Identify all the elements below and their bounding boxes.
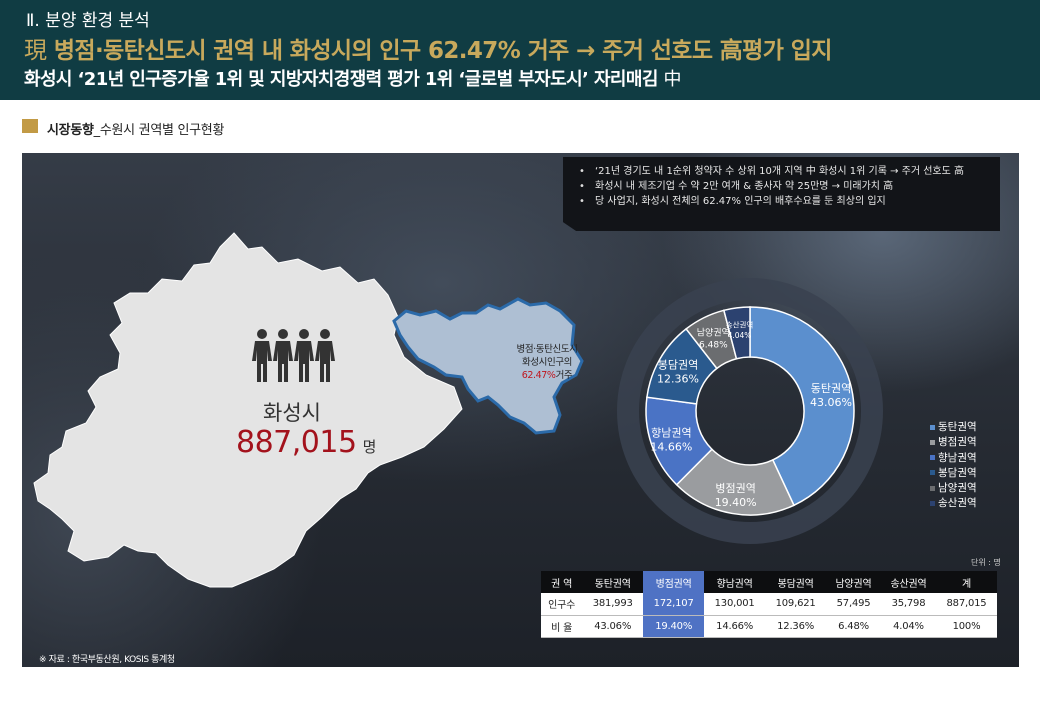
table-cell: 19.40% <box>643 615 705 638</box>
table-header-row: 권 역 동탄권역 병점권역 향남권역 봉담권역 남양권역 송산권역 계 <box>541 571 997 593</box>
table-cell: 4.04% <box>881 615 936 638</box>
table-cell: 비 율 <box>541 615 583 638</box>
legend-item: 향남권역 <box>930 451 977 466</box>
legend-item: 봉담권역 <box>930 466 977 481</box>
legend-label: 향남권역 <box>938 451 977 464</box>
population-unit: 명 <box>362 438 377 456</box>
legend-item: 동탄권역 <box>930 420 977 435</box>
table-header-cell: 권 역 <box>541 571 583 593</box>
population-table: 권 역 동탄권역 병점권역 향남권역 봉담권역 남양권역 송산권역 계 인구수 381,993 17… <box>541 571 997 638</box>
section-label: 시장동향 <box>47 123 94 138</box>
slice-label: 병점권역 <box>715 482 755 495</box>
table-header-cell: 송산권역 <box>881 571 936 593</box>
legend-item: 송산권역 <box>930 496 977 511</box>
slice-value-label: 12.36% <box>657 373 699 386</box>
slice-label: 향남권역 <box>651 427 691 440</box>
title-prefix: 現 <box>24 38 47 64</box>
callout-line2: 화성시인구의 <box>521 357 573 368</box>
legend-item: 남양권역 <box>930 481 977 496</box>
slice-label: 남양권역 <box>697 327 730 339</box>
slice-value-label: 14.66% <box>650 441 692 454</box>
legend-label: 남양권역 <box>938 482 977 495</box>
table-cell: 57,495 <box>826 593 882 616</box>
table-header-cell: 향남권역 <box>704 571 766 593</box>
table-header-cell: 병점권역 <box>643 571 705 593</box>
table-cell: 109,621 <box>765 593 827 616</box>
hwaseong-map-shape <box>33 232 463 588</box>
note-item: 당 사업지, 화성시 전체의 62.47% 인구의 배후수요를 둔 최상의 입지 <box>579 194 1000 209</box>
table-cell: 14.66% <box>704 615 766 638</box>
table-row: 인구수 381,993 172,107 130,001 109,621 57,495 35,… <box>541 593 997 616</box>
table-header-cell: 동탄권역 <box>582 571 644 593</box>
slice-value-label: 4.04% <box>728 331 752 340</box>
table-cell: 130,001 <box>704 593 766 616</box>
legend-item: 병점권역 <box>930 435 977 450</box>
city-name: 화성시 <box>263 401 321 425</box>
subtitle-text: 화성시 ‘21년 인구증가율 1위 및 지방자치경쟁력 평가 1위 ‘글로벌 부… <box>24 69 658 90</box>
people-group-icon <box>252 329 335 382</box>
donut-slice-1 <box>749 306 855 507</box>
legend-swatch <box>930 424 935 430</box>
donut-slice-6 <box>722 306 751 360</box>
subtitle-tail: 中 <box>663 69 681 90</box>
title-text: 병점·동탄신도시 권역 내 화성시의 인구 62.47% 거주 → 주거 선호도… <box>53 38 833 64</box>
slice-label: 동탄권역 <box>811 382 851 395</box>
notes-box: ‘21년 경기도 내 1순위 청약자 수 상위 10개 지역 中 화성시 1위 … <box>563 157 1000 231</box>
legend-swatch <box>930 485 935 491</box>
section-marker-icon <box>22 119 38 133</box>
legend-swatch <box>930 439 935 445</box>
legend-swatch <box>930 470 935 476</box>
table-cell: 6.48% <box>826 615 882 638</box>
section-number: Ⅱ. 분양 환경 분석 <box>26 11 150 31</box>
slice-value-label: 19.40% <box>715 496 757 509</box>
note-item: 화성시 내 제조기업 수 약 2만 여개 & 종사자 약 25만명 → 미래가치… <box>579 179 1000 194</box>
legend-label: 병점권역 <box>938 436 977 449</box>
table-row: 비 율 43.06% 19.40% 14.66% 12.36% 6.48% 4.04% 100… <box>541 615 997 638</box>
callout-line1: 병점·동탄신도시 <box>516 344 578 355</box>
city-population: 887,015 명 <box>236 425 376 460</box>
byeongjeom-dongtan-area-shape <box>392 297 584 435</box>
table-header-cell: 계 <box>935 571 997 593</box>
callout-suffix: 거주 <box>555 370 573 381</box>
slice-value-label: 43.06% <box>810 396 852 409</box>
table-cell: 인구수 <box>541 593 583 616</box>
table-cell: 12.36% <box>765 615 827 638</box>
legend-label: 봉담권역 <box>938 466 977 479</box>
source-note: ※ 자료 : 한국부동산원, KOSIS 통계청 <box>39 655 175 665</box>
content-panel: ‘21년 경기도 내 1순위 청약자 수 상위 10개 지역 中 화성시 1위 … <box>22 153 1019 667</box>
table-cell: 887,015 <box>935 593 997 616</box>
legend-label: 동탄권역 <box>938 421 977 433</box>
callout-pct: 62.47% <box>521 370 556 381</box>
legend-swatch <box>930 455 935 461</box>
slice-label: 송산권역 <box>726 320 754 330</box>
note-item: ‘21년 경기도 내 1순위 청약자 수 상위 10개 지역 中 화성시 1위 … <box>579 164 1000 179</box>
page-header: Ⅱ. 분양 환경 분석 現 병점·동탄신도시 권역 내 화성시의 인구 62.4… <box>0 0 1040 100</box>
table-cell: 100% <box>935 615 997 638</box>
table-cell: 381,993 <box>582 593 644 616</box>
slice-value-label: 6.48% <box>699 341 728 351</box>
table-cell: 35,798 <box>881 593 936 616</box>
area-callout: 병점·동탄신도시 화성시인구의 62.47%거주 <box>502 343 592 382</box>
section-heading: 시장동향_수원시 권역별 인구현황 <box>47 119 224 138</box>
page-title: 現 병점·동탄신도시 권역 내 화성시의 인구 62.47% 거주 → 주거 선… <box>24 31 832 65</box>
donut-outer-ring <box>617 278 883 544</box>
legend-swatch <box>930 500 935 506</box>
table-header-cell: 남양권역 <box>826 571 882 593</box>
table-cell: 172,107 <box>643 593 705 616</box>
table-unit: 단위 : 명 <box>971 558 1001 567</box>
table-cell: 43.06% <box>582 615 644 638</box>
section-sublabel: _수원시 권역별 인구현황 <box>93 123 225 138</box>
table-header-cell: 봉담권역 <box>765 571 827 593</box>
population-value: 887,015 <box>236 425 357 460</box>
page-subtitle: 화성시 ‘21년 인구증가율 1위 및 지방자치경쟁력 평가 1위 ‘글로벌 부… <box>24 65 681 91</box>
slice-label: 봉담권역 <box>658 359 698 372</box>
legend-label: 송산권역 <box>938 497 977 510</box>
